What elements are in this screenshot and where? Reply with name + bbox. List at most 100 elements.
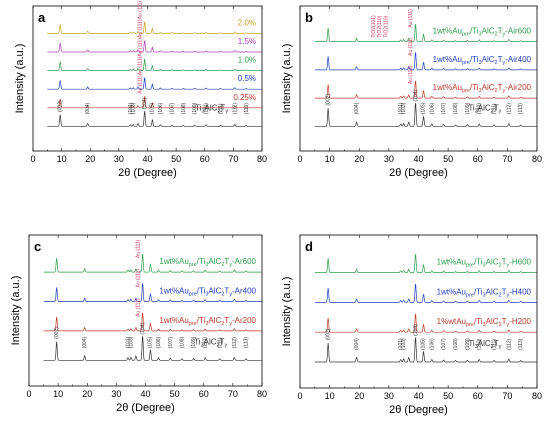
peak-index-label: (113) xyxy=(244,103,250,115)
series-line-0 xyxy=(314,103,537,127)
peak-index-label: (108) xyxy=(181,102,187,114)
series-label: 1wt%Aupre/Ti3AlC2Ty-Ar400 xyxy=(159,286,256,297)
series-label-part: /Ti xyxy=(470,27,479,36)
series-label-part: AlC xyxy=(208,316,221,325)
x-tick-label: 40 xyxy=(140,389,150,399)
peak-index-label: (002) xyxy=(54,327,60,339)
x-tick-label: 10 xyxy=(57,154,67,164)
series-label-part: 0.25% xyxy=(233,93,256,102)
series-label-part: y xyxy=(229,321,232,327)
series-label-part: pre xyxy=(462,60,470,66)
series-line-1 xyxy=(43,312,262,332)
series-label-part: 2 xyxy=(491,344,494,350)
peak-index-label: (109) xyxy=(465,338,471,350)
x-tick-label: 70 xyxy=(228,389,238,399)
x-tick-label: 10 xyxy=(53,389,63,399)
x-tick-label: 30 xyxy=(384,154,394,164)
panel-c: c 0 10 20 30 40 50 60 70 80 2θ (Degree) Intensity (… xyxy=(10,234,267,414)
x-tick-label: 0 xyxy=(26,389,31,399)
y-axis-label: Intensity (a.u.) xyxy=(10,276,22,346)
peak-index-label: (107) xyxy=(169,102,175,114)
y-axis-label: Intensity (a.u.) xyxy=(281,44,293,114)
series-label: 1wt%Aupre/Ti3AlC2Ty-Ar200 xyxy=(159,316,256,327)
x-tick-label: 60 xyxy=(473,391,483,401)
peak-index-label: (105) xyxy=(420,338,426,350)
series-label-part: -H600 xyxy=(509,258,531,267)
series-label-part: T xyxy=(498,55,503,64)
series-label-part: pre xyxy=(189,262,197,268)
peak-index-label: (002) xyxy=(326,328,332,340)
series-label-part: 2 xyxy=(495,88,498,94)
series-label-part: 3 xyxy=(205,291,208,297)
x-tick-label: 50 xyxy=(170,389,180,399)
series-label-part: T xyxy=(224,286,229,295)
series-label-part: 1wt%Au xyxy=(433,55,462,64)
x-tick-label: 40 xyxy=(413,154,423,164)
series-label-part: AlC xyxy=(482,83,495,92)
peak-index-label: (004) xyxy=(354,338,360,350)
series-label: Ti3AlC2Ty xyxy=(194,337,227,348)
series-label-part: AlC xyxy=(208,257,221,266)
series-label-part: y xyxy=(502,32,505,38)
series-label-part: 2 xyxy=(217,342,220,348)
au-peak-label: Au (111) xyxy=(408,37,414,56)
series-label-part: 3 xyxy=(205,262,208,268)
x-tick-label: 70 xyxy=(502,154,512,164)
series-label-part: 2.0% xyxy=(238,18,256,27)
series-label: 0.25% xyxy=(233,93,256,102)
series-label-part: -H200 xyxy=(509,317,531,326)
peak-index-label: (107) xyxy=(441,338,447,350)
series-label: 0.5% xyxy=(238,74,256,83)
x-tick-label: 80 xyxy=(257,154,267,164)
series-label-part: 3 xyxy=(479,88,482,94)
series-label-part: pre xyxy=(466,292,474,298)
peak-index-label: (101) xyxy=(126,336,132,348)
x-tick-label: 80 xyxy=(257,389,267,399)
peak-index-label: (112) xyxy=(232,103,238,115)
series-line-2 xyxy=(314,52,537,71)
peak-index-label: (104) xyxy=(413,90,419,102)
series-label-part: -Ar400 xyxy=(232,286,257,295)
series-label-part: T xyxy=(494,339,499,348)
au-peak-label: Au (111) xyxy=(137,1,143,20)
series-label-part: -Air600 xyxy=(505,27,531,36)
au-peak-label: Au (111) xyxy=(135,269,141,288)
series-label-part: 3 xyxy=(483,292,486,298)
x-tick-label: 40 xyxy=(142,154,152,164)
series-line-1 xyxy=(314,80,537,99)
series-label-part: T xyxy=(502,287,507,296)
peak-index-label: (109) xyxy=(191,336,197,348)
series-label-part: -H400 xyxy=(509,287,531,296)
series-label-part: 1wt%Au xyxy=(437,287,466,296)
series-label-part: pre xyxy=(462,32,470,38)
series-label: 1%wtAupre/Ti3AlC2Ty-H200 xyxy=(437,317,532,328)
series-label-part: 2 xyxy=(217,108,220,114)
series-line-0 xyxy=(47,110,262,127)
series-line-3 xyxy=(314,24,537,42)
series-label-part: T xyxy=(502,258,507,267)
peak-index-label: (112) xyxy=(506,103,512,115)
series-label-part: 2 xyxy=(495,60,498,66)
series-label-part: Ti xyxy=(468,339,475,348)
series-label-part: 3 xyxy=(479,32,482,38)
series-label-part: 1wt%Au xyxy=(437,258,466,267)
x-tick-label: 30 xyxy=(111,389,121,399)
peak-index-label: (103) xyxy=(401,338,407,350)
series-label-part: 0.5% xyxy=(238,74,256,83)
peak-index-label: (105) xyxy=(147,336,153,348)
series-line-2 xyxy=(47,77,262,90)
series-label: 1wt%Aupre/Ti3AlC2Ty-H600 xyxy=(437,258,532,269)
series-label-part: AlC xyxy=(486,258,499,267)
series-label-part: 1wt%Au xyxy=(159,257,188,266)
series-label-part: 3 xyxy=(475,108,478,114)
series-label-part: /Ti xyxy=(470,55,479,64)
series-label-part: 3 xyxy=(483,263,486,269)
peak-index-label: (106) xyxy=(429,102,435,114)
peak-index-label: (113) xyxy=(518,103,524,115)
series-label-part: Ti xyxy=(468,103,475,112)
peak-index-label: (110) xyxy=(477,338,483,350)
series-label-part: pre xyxy=(189,321,197,327)
au-peak-label: Au (111) xyxy=(137,19,143,38)
series-label-part: y xyxy=(229,262,232,268)
x-tick-label: 30 xyxy=(114,154,124,164)
